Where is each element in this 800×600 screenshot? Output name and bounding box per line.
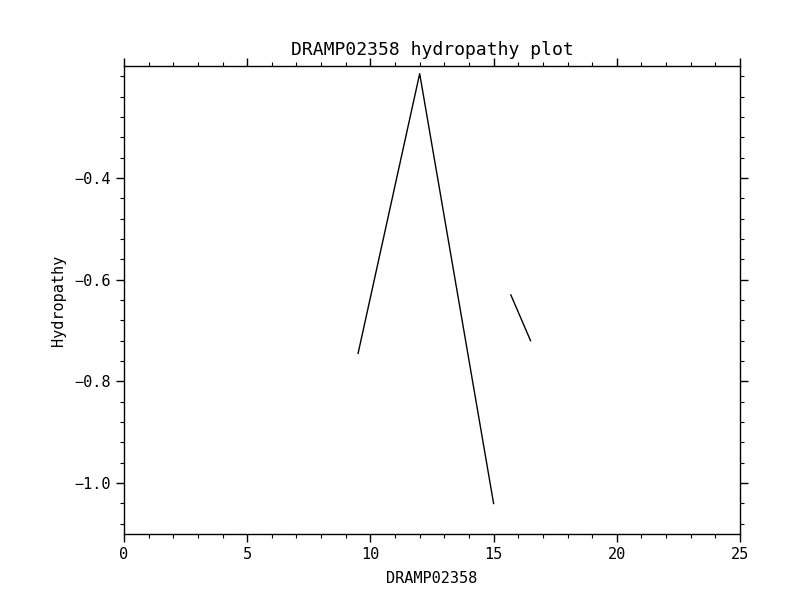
X-axis label: DRAMP02358: DRAMP02358	[386, 571, 478, 586]
Y-axis label: Hydropathy: Hydropathy	[51, 254, 66, 346]
Title: DRAMP02358 hydropathy plot: DRAMP02358 hydropathy plot	[290, 41, 574, 59]
